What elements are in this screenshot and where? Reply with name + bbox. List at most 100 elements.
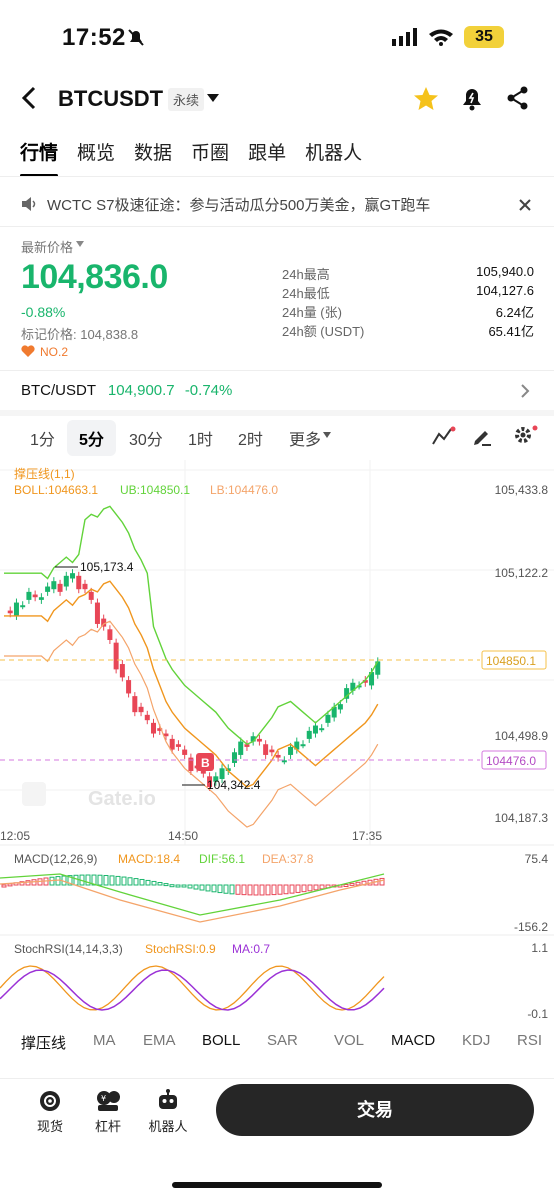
tab-bots[interactable]: 机器人 [305,143,363,164]
price-alert-icon[interactable] [460,86,484,112]
macd-bar [163,883,169,887]
candle-body [20,605,26,608]
divider [0,226,554,227]
macd-bar [169,884,175,888]
macd-bar [145,879,151,886]
boll-upper-line [4,505,379,746]
macd-bar [127,877,133,886]
candle-body [107,629,113,640]
stat-value: 65.41亿 [488,324,534,339]
more-dropdown-icon[interactable] [323,432,331,438]
candle-body [281,760,287,763]
macd-bar [379,877,385,886]
watermark: Gate.io [88,788,156,810]
spot-pair-row[interactable]: BTC/USDT 104,900.7 -0.74% [21,382,232,399]
tab-overview[interactable]: 概览 [77,143,116,164]
last-price: 104,836.0 [21,258,168,296]
macd-bar [235,884,241,895]
ind-vol[interactable]: VOL [334,1032,365,1049]
candle-body [238,741,244,755]
candle-body [325,714,331,723]
y-axis-label: 105,122.2 [495,566,549,580]
macd-bar [121,876,127,886]
interval-30m[interactable]: 30分 [129,432,163,449]
ind-rsi[interactable]: RSI [517,1032,543,1049]
macd-title: MACD(12,26,9) [14,852,97,866]
macd-bar [151,880,157,886]
interval-more[interactable]: 更多 [289,432,322,449]
nav-spot-label: 现货 [36,1119,63,1134]
x-axis-label: 17:35 [352,829,382,843]
candle-body [45,586,51,592]
candle-body [76,575,82,590]
ind-sar[interactable]: SAR [267,1032,298,1049]
indicator-settings-icon[interactable] [432,426,456,446]
macd-bar [103,875,109,886]
macd-dif-line [0,873,385,916]
ind-macd[interactable]: MACD [391,1032,436,1049]
candle-body [344,688,350,699]
trade-button[interactable]: 交易 [216,1084,534,1136]
tab-data[interactable]: 数据 [134,143,173,164]
ind-ema[interactable]: EMA [143,1032,176,1049]
notice-text[interactable]: WCTC S7极速征途：参与活动瓜分500万美金，赢GT跑车 [47,197,431,214]
macd-bar [133,878,139,886]
x-axis-label: 14:50 [168,829,198,843]
boll-mid-line [4,580,379,788]
candle-body [306,730,312,739]
interval-1m[interactable]: 1分 [30,432,55,449]
macd-bar [7,883,13,887]
contract-tag: 永续 [168,88,205,111]
nav-spot[interactable]: 现货 [20,1089,80,1135]
stat-label: 24h最低 [282,286,330,301]
ind-ma[interactable]: MA [93,1032,116,1049]
ind-kdj[interactable]: KDJ [462,1032,491,1049]
candle-body [113,642,119,670]
interval-1h[interactable]: 1时 [188,432,213,449]
high-mark-label: 105,173.4 [80,560,134,574]
macd-bar [193,884,199,890]
candle-body [319,728,325,731]
chart-svg[interactable]: 撑压线(1,1) BOLL:104663.1 UB:104850.1 LB:10447… [0,460,554,1021]
close-notice-icon[interactable] [518,198,532,212]
interval-5m[interactable]: 5分 [67,420,116,456]
robot-icon [159,1089,177,1109]
macd-bar [19,881,25,886]
home-indicator [172,1182,382,1188]
tab-copy-trade[interactable]: 跟单 [248,143,287,164]
price-type-label[interactable]: 最新价格 [21,240,74,255]
ind-boll[interactable]: BOLL [202,1032,241,1049]
nav-robot[interactable]: 机器人 [138,1089,198,1135]
nav-leverage[interactable]: ¥ 杠杆 [78,1089,138,1135]
y-axis-label: 104,498.9 [495,729,549,743]
stoch-ma: MA:0.7 [232,942,270,956]
rank-badge[interactable]: NO.2 [40,345,69,359]
tab-community[interactable]: 币圈 [191,143,230,164]
candle-body [312,725,318,734]
expand-icon [22,782,46,806]
stat-label: 24h最高 [282,267,330,282]
ind-support-resistance[interactable]: 撑压线 [21,1035,67,1052]
favorite-star-icon[interactable] [413,86,439,112]
back-icon[interactable] [20,86,38,110]
kline-chart[interactable]: 撑压线(1,1) BOLL:104663.1 UB:104850.1 LB:10447… [0,460,554,1021]
candle-body [182,749,188,755]
macd-bar [229,884,235,895]
candle-body [138,706,144,713]
macd-bar [307,884,313,892]
symbol-dropdown-icon[interactable] [207,93,219,103]
chart-settings-icon[interactable] [512,424,540,446]
spot-pair-name: BTC/USDT [21,382,96,399]
section-gap [0,410,554,416]
svg-text:¥: ¥ [101,1094,106,1103]
interval-2h[interactable]: 2时 [238,432,263,449]
draw-tool-icon[interactable] [472,426,492,446]
macd-dea-line [0,879,385,923]
symbol-title[interactable]: BTCUSDT [58,86,164,111]
macd-dea: DEA:37.8 [262,852,314,866]
macd-value: MACD:18.4 [118,852,180,866]
price-type-dropdown-icon[interactable] [76,241,84,247]
tab-market[interactable]: 行情 [20,138,59,177]
chevron-right-icon[interactable] [520,384,530,398]
share-icon[interactable] [506,86,530,110]
